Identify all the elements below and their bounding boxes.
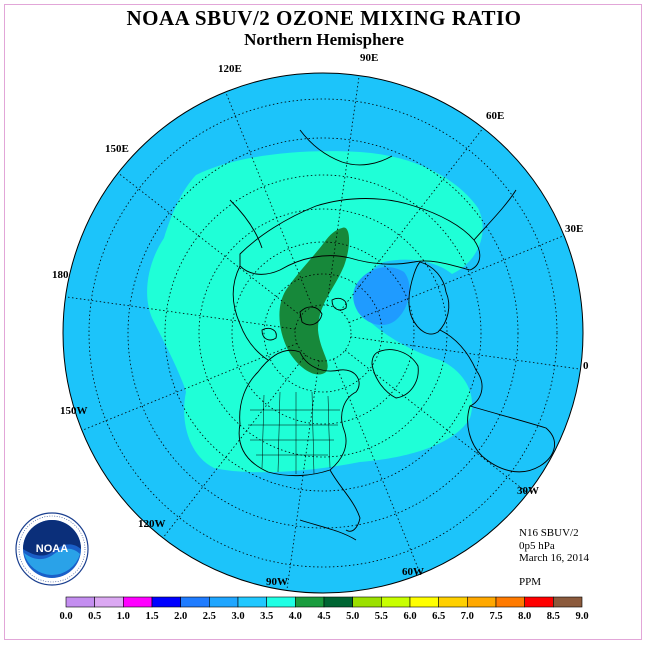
color-scale-swatch [94, 596, 124, 608]
meridian-line [225, 91, 313, 308]
color-scale-swatch [65, 596, 95, 608]
ozone-region-4-0 [279, 227, 350, 375]
color-scale-tick-label: 0.5 [88, 611, 101, 622]
ozone-region-2-5 [353, 267, 410, 326]
lon-label-150w: 150W [60, 405, 88, 417]
lon-label-30w: 30W [517, 485, 539, 497]
meridian-line [344, 349, 529, 494]
color-scale-tick-label: 5.0 [346, 611, 359, 622]
lon-label-0: 0 [583, 360, 589, 372]
latitude-grid [88, 98, 558, 568]
color-scale-tick-label: 3.5 [260, 611, 273, 622]
logo-wordmark: NOAA [36, 543, 68, 555]
color-scale-tick-label: 7.0 [461, 611, 474, 622]
color-scale-tick-label: 2.0 [174, 611, 187, 622]
color-scale-tick-label: 1.5 [145, 611, 158, 622]
color-scale-tick-label: 0.0 [59, 611, 72, 622]
meridian-line [65, 296, 296, 330]
color-scale-swatch [123, 596, 153, 608]
color-scale-tick-label: 6.0 [403, 611, 416, 622]
color-scale-tick-label: 5.5 [375, 611, 388, 622]
color-scale-swatch [553, 596, 583, 608]
color-scale-swatch [237, 596, 267, 608]
lon-label-150e: 150E [105, 143, 129, 155]
figure-frame [4, 4, 642, 640]
color-scale-swatch [323, 596, 353, 608]
meridian-line [339, 127, 484, 312]
page-title: NOAA SBUV/2 OZONE MIXING RATIO [126, 6, 522, 30]
lon-label-30e: 30E [565, 223, 583, 235]
color-scale-tick-label: 8.5 [547, 611, 560, 622]
color-scale-swatch [438, 596, 468, 608]
globe-outline [62, 72, 584, 594]
meridian-line [348, 235, 565, 323]
color-scale-tick-label: 6.5 [432, 611, 445, 622]
state-boundaries [248, 391, 340, 475]
lon-label-90e: 90E [360, 52, 378, 64]
color-scale-swatch [209, 596, 239, 608]
lon-label-90w: 90W [266, 576, 288, 588]
meridian-line [162, 354, 307, 539]
satellite-label: N16 SBUV/2 [519, 527, 579, 539]
color-scale-swatch [524, 596, 554, 608]
color-scale-tick-label: 3.0 [231, 611, 244, 622]
color-scale-tick-label: 8.0 [518, 611, 531, 622]
lon-label-120e: 120E [218, 63, 242, 75]
color-scale-swatch [180, 596, 210, 608]
lon-label-60e: 60E [486, 110, 504, 122]
date-label: March 16, 2014 [519, 552, 589, 564]
color-scale-swatch [266, 596, 296, 608]
color-scale [65, 596, 583, 608]
meridian-line [81, 343, 298, 431]
color-scale-tick-label: 1.0 [117, 611, 130, 622]
longitude-labels: 90E 60E 30E 0 30W 60W 90W 120W 150W 180 … [52, 52, 589, 588]
level-label: 0p5 hPa [519, 540, 555, 552]
meridian-line [326, 75, 360, 306]
color-scale-tick-label: 4.0 [289, 611, 302, 622]
color-scale-swatch [352, 596, 382, 608]
lon-label-180: 180 [52, 269, 69, 281]
coastlines [229, 129, 555, 541]
noaa-logo: NOAA [15, 512, 89, 586]
color-scale-tick-label: 4.5 [317, 611, 330, 622]
units-label: PPM [519, 576, 542, 588]
color-scale-tick-label: 2.5 [203, 611, 216, 622]
color-scale-swatch [495, 596, 525, 608]
meridian-line [117, 172, 302, 317]
meridian-line [350, 336, 581, 370]
color-scale-tick-label: 9.0 [575, 611, 588, 622]
meridian-line [333, 358, 421, 575]
color-scale-swatch [295, 596, 325, 608]
color-scale-swatch [151, 596, 181, 608]
lon-label-120w: 120W [138, 518, 166, 530]
color-scale-tick-label: 7.5 [489, 611, 502, 622]
color-scale-swatch [467, 596, 497, 608]
lon-label-60w: 60W [402, 566, 424, 578]
color-scale-labels: 0.0 0.5 1.0 1.5 2.0 2.5 3.0 3.5 4.0 4.5 5.0 5.5 6.0 6… [59, 611, 588, 622]
page-subtitle: Northern Hemisphere [244, 30, 404, 49]
color-scale-swatch [381, 596, 411, 608]
color-scale-swatch [409, 596, 439, 608]
